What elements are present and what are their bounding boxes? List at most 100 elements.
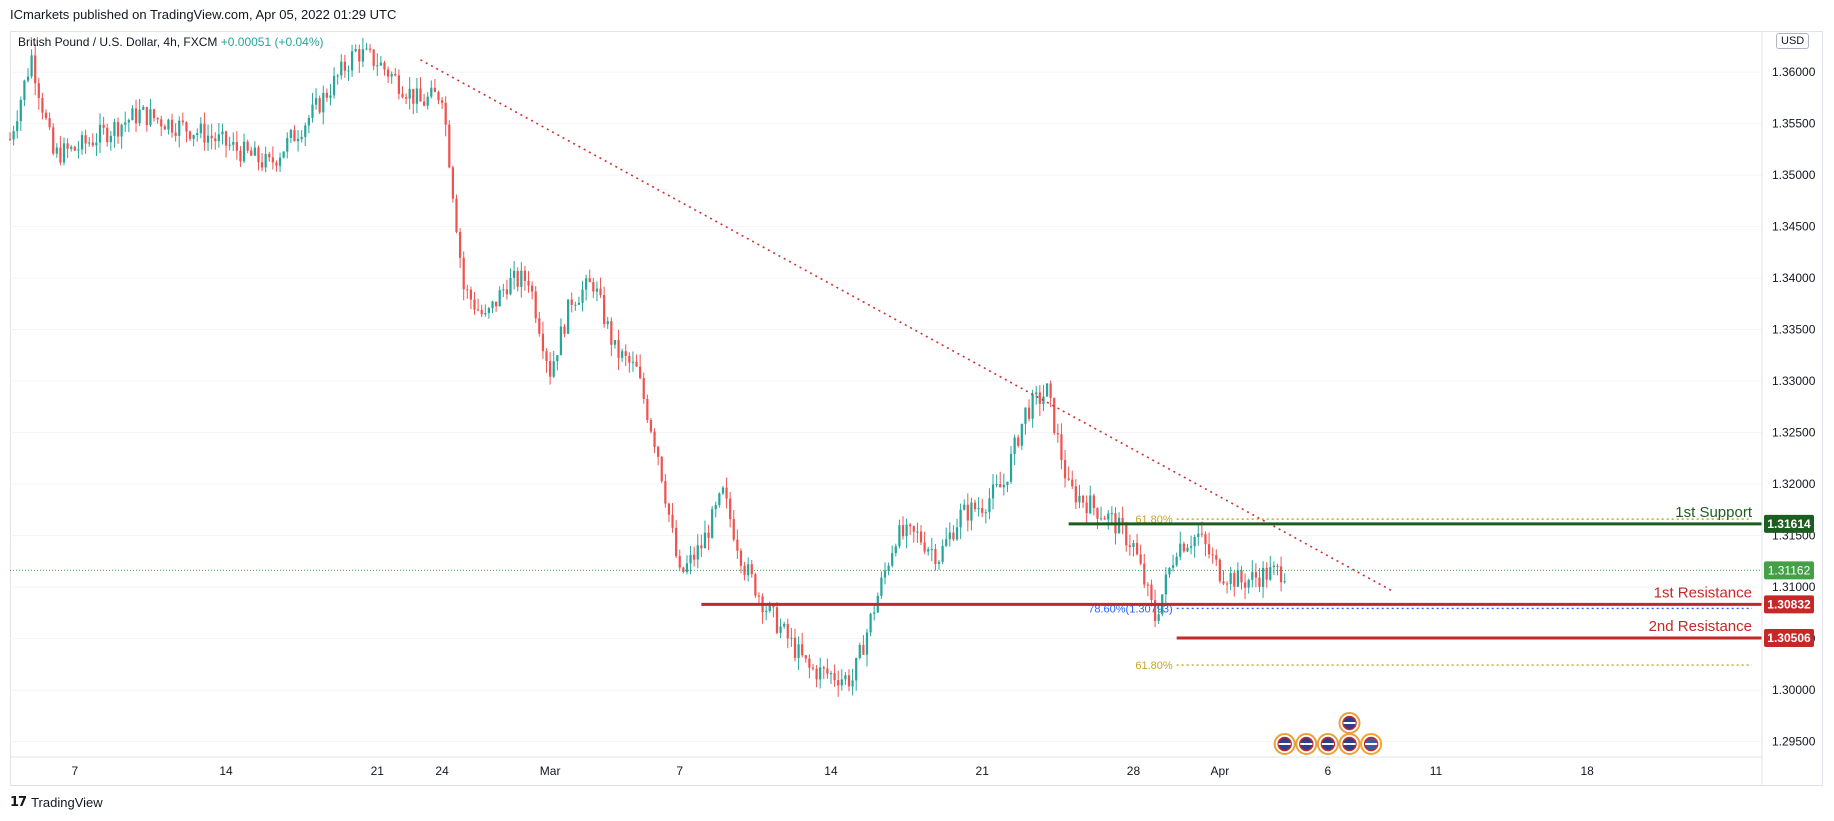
candle-body [534, 291, 537, 319]
candle-body [451, 167, 455, 199]
candle-body [293, 130, 296, 142]
candle-body [516, 271, 519, 287]
candle-body [275, 162, 278, 166]
candle-body [559, 326, 563, 356]
candle-body [545, 351, 548, 362]
candle-body [419, 88, 422, 102]
candle-body [30, 55, 33, 77]
candle-body [779, 626, 782, 633]
current-price-value: 1.31162 [1768, 563, 1811, 577]
candle-body [1038, 392, 1041, 404]
candle-body [786, 623, 789, 639]
candle-body [170, 119, 174, 133]
candle-body [1020, 423, 1023, 446]
candle-body [757, 595, 761, 597]
chart-frame[interactable] [10, 31, 1823, 786]
candle-body [304, 125, 307, 137]
economic-events[interactable] [1273, 712, 1383, 755]
candle-body [808, 658, 811, 668]
candle-body [192, 134, 195, 139]
candle-body [336, 75, 339, 77]
candle-body [923, 542, 926, 552]
candle-body [268, 153, 271, 158]
candle-body [937, 561, 941, 564]
candle-body [995, 484, 998, 486]
candle-body [98, 124, 102, 143]
candle-body [1243, 582, 1247, 588]
candle-body [667, 503, 671, 515]
candle-body [484, 312, 487, 315]
candle-body [120, 124, 123, 137]
candle-body [815, 668, 818, 680]
candle-body [152, 109, 156, 119]
candle-body [322, 92, 325, 113]
candle-body [599, 288, 602, 296]
trendline[interactable] [420, 59, 1394, 592]
y-tick-label: 1.33500 [1772, 323, 1816, 337]
candle-body [437, 92, 440, 101]
candle-body [862, 644, 865, 655]
candle-body [574, 304, 577, 306]
candle-body [358, 49, 361, 62]
candle-body [455, 198, 458, 233]
candle-body [1085, 502, 1088, 514]
candle-body [376, 65, 379, 67]
candle-body [538, 318, 541, 334]
candle-body [1067, 478, 1070, 480]
candle-body [1182, 543, 1185, 552]
candle-body [1222, 581, 1225, 584]
candle-body [520, 270, 523, 287]
level-price-value: 1.31614 [1767, 517, 1811, 531]
candle-body [239, 150, 242, 162]
candle-body [73, 146, 76, 151]
candle-body [585, 278, 588, 290]
candle-body [422, 101, 426, 106]
candle-body [210, 135, 213, 139]
x-tick-label: Apr [1211, 764, 1230, 778]
candle-body [365, 48, 368, 50]
candle-body [228, 144, 231, 146]
candle-body [19, 99, 22, 122]
candle-body [185, 122, 188, 132]
brand-footer[interactable]: 17 TradingView [10, 795, 103, 810]
symbol-legend[interactable]: British Pound / U.S. Dollar, 4h, FXCM +0… [18, 35, 324, 49]
candle-body [12, 131, 15, 140]
candle-body [966, 504, 969, 521]
candle-body [156, 118, 159, 120]
currency-button[interactable]: USD [1776, 33, 1810, 49]
price-chart[interactable]: 61.80%78.60%(1.30793)61.80%1st Support1s… [0, 0, 1834, 790]
drawings[interactable]: 61.80%78.60%(1.30793)61.80%1st Support1s… [10, 59, 1762, 672]
candle-body [23, 80, 26, 100]
candle-body [235, 142, 238, 151]
y-tick-label: 1.36000 [1772, 65, 1816, 79]
candle-body [523, 270, 527, 281]
candle-body [577, 302, 581, 305]
candle-body [224, 131, 228, 146]
y-tick-label: 1.32500 [1772, 426, 1816, 440]
candle-body [70, 146, 73, 149]
candle-body [430, 87, 433, 97]
candle-body [289, 130, 292, 138]
candle-body [1081, 495, 1085, 503]
candle-body [426, 96, 429, 106]
x-tick-label: 18 [1580, 764, 1594, 778]
candle-body [1247, 579, 1250, 588]
candle-body [660, 456, 663, 482]
candle-body [113, 122, 116, 136]
candle-body [278, 157, 282, 166]
candle-body [260, 162, 264, 168]
y-tick-label: 1.35500 [1772, 117, 1816, 131]
candle-body [901, 525, 905, 537]
candle-body [1110, 513, 1113, 515]
candle-body [264, 153, 267, 168]
candle-body [383, 62, 386, 70]
candle-body [556, 355, 559, 362]
candle-body [214, 138, 217, 142]
candle-body [199, 123, 202, 134]
candle-body [952, 532, 955, 540]
candle-body [642, 378, 645, 399]
candle-body [1240, 570, 1243, 583]
candle-body [700, 545, 703, 549]
candle-body [747, 564, 750, 576]
axes: 1.36000 1.35500 1.35000 1.34500 1.34000 1.335… [10, 31, 1816, 786]
